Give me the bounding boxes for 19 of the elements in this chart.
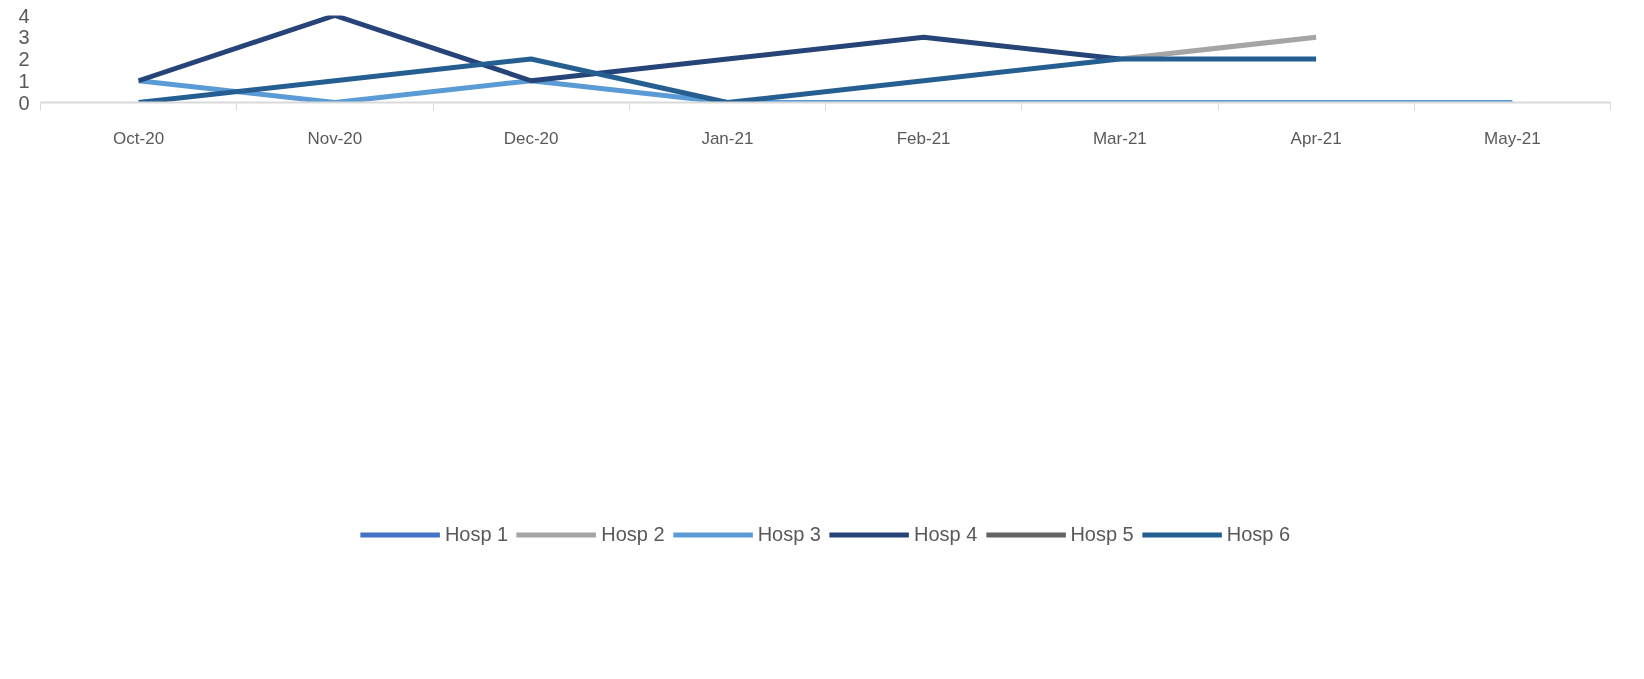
x-tick-label: Apr-21 xyxy=(1290,128,1342,148)
x-tick-label: Feb-21 xyxy=(896,128,951,148)
y-tick-label: 4 xyxy=(18,4,30,27)
x-tick-label: May-21 xyxy=(1484,128,1541,148)
legend-label: Hosp 3 xyxy=(757,522,821,546)
y-tick-label: 2 xyxy=(18,48,30,70)
x-tick-label: Oct-20 xyxy=(113,128,165,148)
y-tick-label: 1 xyxy=(18,69,30,92)
x-tick-label: Jan-21 xyxy=(701,128,754,148)
legend-label: Hosp 1 xyxy=(444,522,509,546)
y-tick-label: 3 xyxy=(18,26,30,49)
x-tick-label: Nov-20 xyxy=(307,128,363,148)
x-tick-label: Dec-20 xyxy=(503,128,559,148)
legend-label: Hosp 5 xyxy=(1070,522,1134,546)
x-tick-label: Mar-21 xyxy=(1092,128,1147,148)
legend-label: Hosp 2 xyxy=(601,522,665,546)
y-tick-label: 0 xyxy=(18,91,30,114)
legend-label: Hosp 4 xyxy=(914,522,978,546)
legend-label: Hosp 6 xyxy=(1226,522,1291,546)
